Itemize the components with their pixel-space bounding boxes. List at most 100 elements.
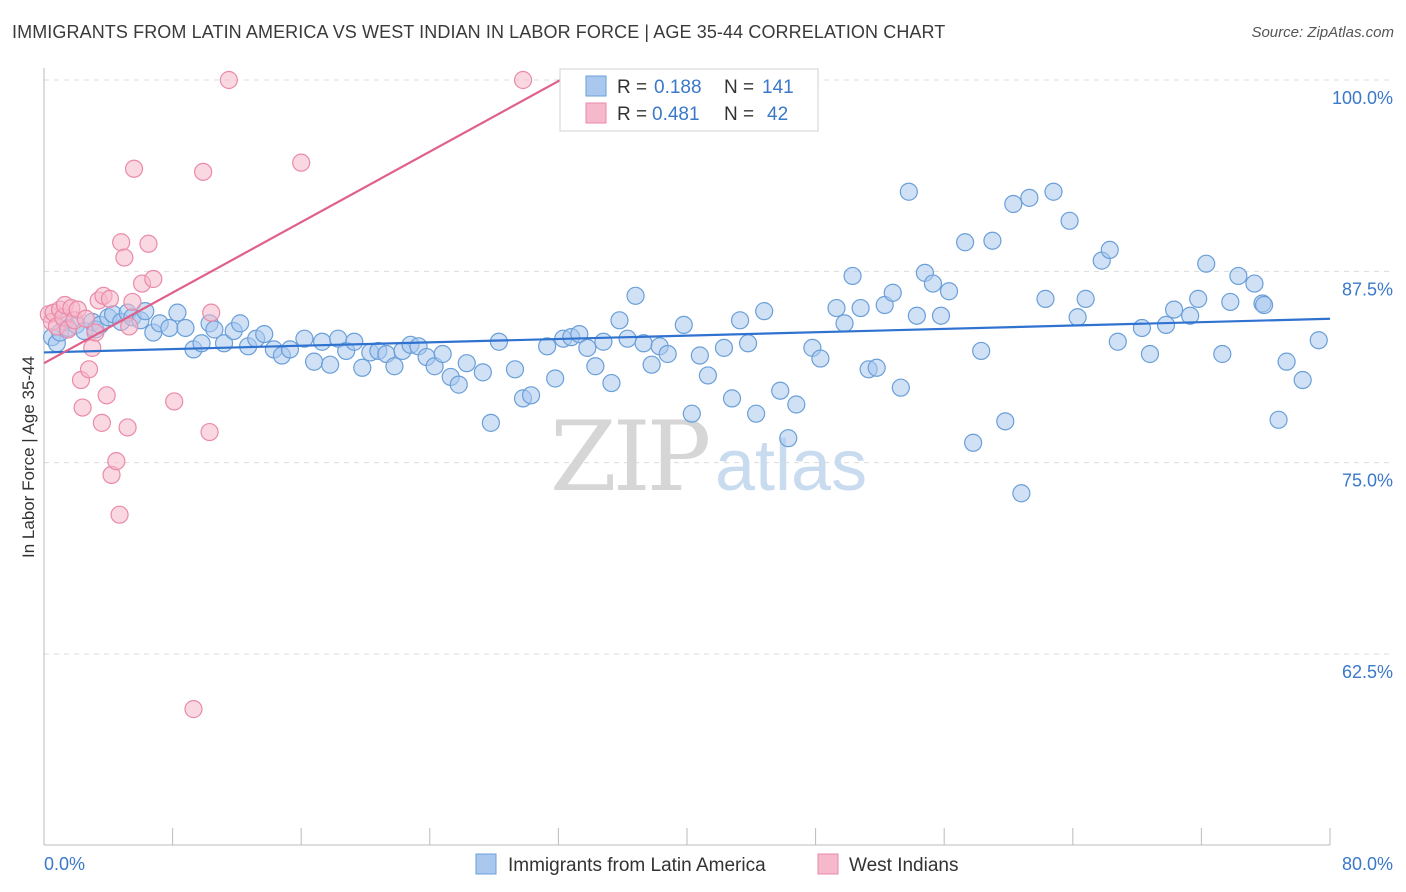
chart-title: IMMIGRANTS FROM LATIN AMERICA VS WEST IN… (12, 22, 946, 42)
series-legend-swatch-blue (475, 853, 497, 875)
data-point-latin-america (747, 404, 766, 423)
stats-legend-r-value-2: 0.481 (652, 104, 700, 125)
data-point-latin-america (433, 344, 452, 364)
series-legend-label-2: West Indians (849, 855, 958, 876)
y-axis-title: In Labor Force | Age 35-44 (19, 356, 38, 558)
series-latin-america-points (42, 182, 1328, 503)
data-point-latin-america (1164, 300, 1184, 319)
source-label: Source: ZipAtlas.com (1251, 24, 1394, 41)
data-point-west-indians (139, 234, 158, 253)
data-point-latin-america (738, 334, 758, 353)
data-point-latin-america (983, 231, 1002, 250)
data-point-latin-america (835, 314, 854, 333)
data-point-west-indians (144, 269, 163, 289)
data-point-west-indians (123, 292, 142, 312)
data-point-latin-america (690, 346, 709, 365)
data-point-west-indians (83, 338, 102, 357)
data-point-latin-america (867, 358, 886, 377)
data-point-latin-america (843, 266, 862, 286)
watermark: ZIP atlas (550, 401, 867, 513)
data-point-latin-america (1269, 410, 1288, 429)
stats-legend: R = 0.188 N = 141 R = 0.481 N = 42 (559, 68, 819, 132)
data-point-west-indians (97, 386, 116, 405)
stats-legend-n-label-2: N = (724, 104, 754, 125)
data-point-west-indians (115, 248, 134, 267)
data-point-latin-america (505, 360, 525, 379)
y-tick-label: 75.0% (1342, 471, 1393, 491)
data-point-latin-america (1309, 331, 1328, 350)
data-point-west-indians (200, 422, 219, 442)
data-point-west-indians (292, 153, 311, 172)
series-legend: Immigrants from Latin America West India… (475, 853, 958, 876)
stats-legend-swatch-blue (585, 75, 607, 97)
data-point-west-indians (120, 317, 139, 336)
data-point-latin-america (457, 354, 476, 373)
data-point-latin-america (255, 324, 274, 344)
data-point-latin-america (1132, 318, 1152, 338)
data-point-latin-america (1020, 188, 1039, 207)
data-point-latin-america (160, 318, 179, 338)
data-point-latin-america (594, 332, 613, 351)
data-point-latin-america (1277, 352, 1296, 371)
data-point-latin-america (714, 338, 734, 357)
data-point-latin-america (1229, 266, 1248, 286)
data-point-latin-america (1293, 370, 1312, 390)
data-point-latin-america (353, 358, 372, 377)
data-point-latin-america (972, 341, 991, 361)
data-point-latin-america (1197, 254, 1216, 273)
data-point-west-indians (76, 309, 95, 328)
trend-lines (43, 71, 1331, 365)
data-point-latin-america (1245, 274, 1264, 293)
data-point-latin-america (295, 329, 314, 348)
data-point-latin-america (1076, 289, 1095, 308)
x-tick-label-left: 0.0% (44, 854, 85, 874)
data-point-latin-america (385, 357, 404, 376)
stats-legend-swatch-pink (585, 102, 607, 124)
data-point-latin-america (610, 311, 629, 330)
data-point-latin-america (176, 318, 195, 338)
data-point-west-indians (165, 392, 184, 411)
data-point-latin-america (312, 332, 332, 351)
series-west-indians-points (39, 70, 533, 719)
data-point-latin-america (304, 352, 324, 371)
data-point-west-indians (112, 233, 131, 252)
data-point-west-indians (219, 70, 238, 90)
x-ticks (43, 828, 1331, 845)
series-legend-label-1: Immigrants from Latin America (508, 855, 766, 876)
data-point-west-indians (79, 360, 99, 379)
data-point-west-indians (513, 70, 533, 90)
data-point-latin-america (1068, 308, 1087, 327)
data-point-west-indians (107, 452, 126, 471)
data-point-latin-america (658, 344, 677, 364)
data-point-latin-america (899, 182, 918, 201)
data-point-latin-america (473, 363, 492, 382)
x-tick-label-right: 80.0% (1342, 854, 1393, 874)
data-point-latin-america (771, 381, 790, 400)
data-point-latin-america (626, 286, 645, 305)
data-point-west-indians (92, 413, 111, 432)
data-point-latin-america (231, 314, 250, 333)
data-point-latin-america (1213, 344, 1232, 364)
data-point-latin-america (1100, 240, 1119, 260)
data-point-latin-america (811, 349, 830, 368)
data-point-west-indians (100, 289, 120, 308)
y-tick-label: 87.5% (1342, 279, 1393, 299)
data-point-latin-america (1156, 315, 1176, 335)
data-point-latin-america (618, 329, 637, 348)
stats-legend-r-value-1: 0.188 (654, 77, 702, 98)
data-point-latin-america (674, 315, 693, 335)
data-point-latin-america (1108, 332, 1127, 351)
data-point-latin-america (538, 337, 557, 356)
data-point-latin-america (578, 338, 597, 357)
data-point-latin-america (345, 332, 364, 351)
stats-legend-n-label-1: N = (724, 77, 754, 98)
data-point-latin-america (1044, 182, 1063, 201)
data-point-latin-america (1189, 289, 1208, 308)
data-point-latin-america (1036, 289, 1055, 308)
data-point-latin-america (1012, 484, 1031, 503)
data-point-west-indians (118, 418, 137, 437)
data-point-latin-america (546, 369, 565, 388)
data-point-latin-america (1140, 344, 1160, 364)
data-point-latin-america (955, 233, 975, 252)
